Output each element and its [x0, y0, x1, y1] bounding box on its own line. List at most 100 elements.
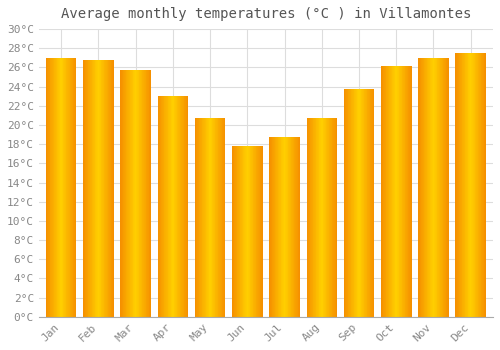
- Bar: [223, 118, 224, 317]
- Bar: [332, 118, 333, 317]
- Bar: [183, 96, 184, 317]
- Bar: [109, 60, 110, 317]
- Bar: [296, 138, 297, 317]
- Bar: [410, 66, 411, 317]
- Bar: [397, 66, 398, 317]
- Bar: [162, 96, 163, 317]
- Bar: [126, 70, 127, 317]
- Bar: [279, 138, 280, 317]
- Bar: [386, 66, 387, 317]
- Bar: [219, 118, 220, 317]
- Bar: [464, 53, 466, 317]
- Bar: [128, 70, 130, 317]
- Bar: [197, 118, 198, 317]
- Bar: [246, 146, 248, 317]
- Bar: [392, 66, 393, 317]
- Bar: [473, 53, 474, 317]
- Bar: [150, 70, 151, 317]
- Bar: [75, 58, 76, 317]
- Bar: [381, 66, 382, 317]
- Bar: [252, 146, 254, 317]
- Bar: [431, 58, 432, 317]
- Bar: [462, 53, 463, 317]
- Bar: [469, 53, 470, 317]
- Bar: [49, 58, 50, 317]
- Bar: [273, 138, 274, 317]
- Bar: [65, 58, 66, 317]
- Bar: [61, 58, 62, 317]
- Bar: [384, 66, 385, 317]
- Bar: [430, 58, 431, 317]
- Bar: [292, 138, 293, 317]
- Bar: [258, 146, 259, 317]
- Bar: [239, 146, 240, 317]
- Bar: [147, 70, 148, 317]
- Bar: [233, 146, 234, 317]
- Bar: [428, 58, 429, 317]
- Bar: [394, 66, 396, 317]
- Bar: [293, 138, 294, 317]
- Bar: [174, 96, 175, 317]
- Bar: [356, 89, 358, 317]
- Bar: [391, 66, 392, 317]
- Bar: [173, 96, 174, 317]
- Bar: [71, 58, 72, 317]
- Bar: [349, 89, 350, 317]
- Bar: [286, 138, 287, 317]
- Bar: [419, 58, 420, 317]
- Bar: [72, 58, 74, 317]
- Bar: [352, 89, 353, 317]
- Bar: [62, 58, 64, 317]
- Bar: [244, 146, 245, 317]
- Bar: [406, 66, 407, 317]
- Bar: [277, 138, 278, 317]
- Bar: [87, 60, 88, 317]
- Bar: [358, 89, 359, 317]
- Bar: [315, 118, 316, 317]
- Bar: [484, 53, 485, 317]
- Bar: [407, 66, 408, 317]
- Bar: [168, 96, 169, 317]
- Bar: [331, 118, 332, 317]
- Bar: [66, 58, 68, 317]
- Bar: [216, 118, 217, 317]
- Bar: [284, 138, 286, 317]
- Bar: [196, 118, 197, 317]
- Bar: [362, 89, 363, 317]
- Bar: [476, 53, 477, 317]
- Bar: [297, 138, 298, 317]
- Bar: [321, 118, 322, 317]
- Bar: [89, 60, 90, 317]
- Bar: [46, 58, 48, 317]
- Bar: [314, 118, 315, 317]
- Bar: [240, 146, 241, 317]
- Bar: [485, 53, 486, 317]
- Bar: [182, 96, 183, 317]
- Bar: [88, 60, 89, 317]
- Bar: [441, 58, 442, 317]
- Bar: [400, 66, 401, 317]
- Bar: [181, 96, 182, 317]
- Bar: [235, 146, 236, 317]
- Bar: [92, 60, 93, 317]
- Bar: [385, 66, 386, 317]
- Bar: [224, 118, 226, 317]
- Bar: [238, 146, 239, 317]
- Bar: [346, 89, 347, 317]
- Bar: [403, 66, 404, 317]
- Bar: [390, 66, 391, 317]
- Bar: [60, 58, 61, 317]
- Bar: [461, 53, 462, 317]
- Bar: [328, 118, 330, 317]
- Bar: [201, 118, 202, 317]
- Bar: [456, 53, 457, 317]
- Bar: [278, 138, 279, 317]
- Bar: [217, 118, 218, 317]
- Bar: [146, 70, 147, 317]
- Bar: [256, 146, 257, 317]
- Bar: [48, 58, 49, 317]
- Bar: [172, 96, 173, 317]
- Bar: [195, 118, 196, 317]
- Bar: [439, 58, 440, 317]
- Bar: [232, 146, 233, 317]
